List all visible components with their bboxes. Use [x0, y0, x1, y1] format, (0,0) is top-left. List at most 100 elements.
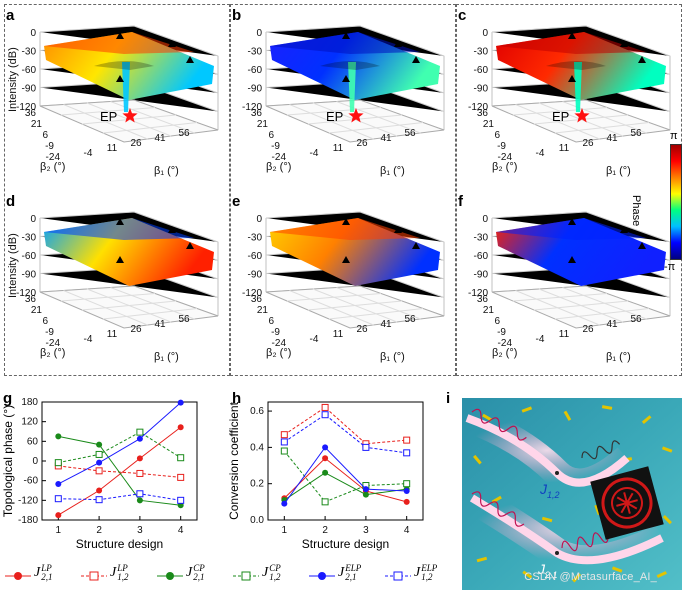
svg-text:11: 11	[333, 329, 344, 340]
svg-text:-4: -4	[536, 334, 545, 345]
beta2-label: β₂ (°)	[40, 161, 65, 173]
data-point	[362, 491, 369, 498]
triangle-marker	[568, 218, 576, 225]
panel-letter-i: i	[446, 390, 451, 407]
svg-text:41: 41	[154, 319, 166, 330]
svg-text:26: 26	[356, 138, 368, 149]
y-tick-label: -60	[24, 476, 39, 487]
frame-col1	[4, 4, 230, 376]
svg-text:-30: -30	[474, 233, 489, 244]
intensity-label: Intensity (dB)	[7, 233, 19, 298]
series-line	[58, 435, 181, 506]
triangle-marker	[394, 226, 402, 233]
beta1-label: β₁ (°)	[154, 351, 179, 363]
svg-text:-24: -24	[498, 338, 513, 349]
panel-letter-e: e	[232, 193, 240, 210]
university-emblem	[590, 466, 664, 540]
waveguide-illustration: J1,2 J2,1	[462, 398, 682, 590]
svg-text:-30: -30	[248, 47, 263, 58]
svg-text:36: 36	[251, 294, 263, 305]
x-tick-label: 1	[56, 525, 62, 536]
svg-text:11: 11	[107, 329, 118, 340]
svg-text:-30: -30	[474, 47, 489, 58]
colorbar-top-label: π	[670, 130, 678, 142]
svg-text:36: 36	[25, 294, 37, 305]
series-line	[283, 450, 407, 503]
svg-text:6: 6	[494, 130, 500, 141]
y-axis-label: Topological phase (°)	[1, 405, 15, 517]
triangle-marker	[620, 40, 628, 47]
colorbar-gradient	[670, 144, 682, 260]
svg-text:21: 21	[483, 305, 495, 316]
triangle-marker	[116, 75, 124, 82]
svg-text:0: 0	[482, 214, 488, 225]
svg-text:0: 0	[256, 28, 262, 39]
data-point	[55, 480, 62, 487]
panel-letter-d: d	[6, 193, 15, 210]
svg-text:-90: -90	[474, 84, 489, 95]
svg-text:21: 21	[257, 119, 269, 130]
beta1-label: β₁ (°)	[606, 351, 631, 363]
triangle-marker	[638, 242, 646, 249]
svg-text:6: 6	[268, 316, 274, 327]
triangle-marker	[186, 242, 194, 249]
data-point	[321, 403, 329, 411]
beta2-label: β₂ (°)	[492, 161, 517, 173]
triangle-marker	[342, 75, 350, 82]
svg-text:-120: -120	[242, 102, 262, 113]
triangle-marker	[342, 218, 350, 225]
legend-label: J LP 2,1	[34, 563, 53, 582]
svg-text:-120: -120	[468, 102, 488, 113]
triangle-marker	[568, 75, 576, 82]
svg-text:21: 21	[31, 119, 43, 130]
svg-text:-120: -120	[16, 288, 36, 299]
y-tick-label: 0.0	[250, 515, 264, 526]
svg-text:36: 36	[251, 108, 263, 119]
legend-item: J LP 1,2	[80, 564, 156, 588]
data-point	[54, 459, 62, 467]
svg-text:-60: -60	[248, 65, 263, 76]
series-line	[283, 457, 407, 503]
svg-text:0: 0	[482, 28, 488, 39]
label-j21: J2,1	[537, 561, 558, 580]
svg-text:56: 56	[630, 128, 642, 139]
triangle-marker	[116, 256, 124, 263]
data-point	[322, 455, 329, 462]
data-point	[136, 469, 144, 477]
svg-text:-120: -120	[242, 288, 262, 299]
chart-topological-phase: 180 120 60 0 -60 -120 -180 1 2 3 4 Structure design…	[1, 397, 198, 551]
svg-text:0: 0	[30, 28, 36, 39]
triangle-marker	[568, 256, 576, 263]
panel-letter-g: g	[3, 390, 13, 407]
watermark: CSDN @Metasurface_AI_	[524, 571, 657, 583]
colorbar-bottom-label: -π	[664, 261, 676, 273]
panel-letter-b: b	[232, 7, 241, 24]
data-point	[136, 435, 143, 442]
svg-text:6: 6	[42, 316, 48, 327]
legend-label: J LP 1,2	[110, 563, 129, 582]
data-point	[136, 455, 143, 462]
svg-text:-90: -90	[248, 270, 263, 281]
series-line	[58, 431, 181, 464]
svg-text:-120: -120	[468, 288, 488, 299]
legend-item: J LP 2,1	[4, 564, 80, 588]
svg-text:11: 11	[107, 143, 118, 154]
data-point	[321, 411, 329, 419]
ep-star	[348, 108, 364, 123]
series-line	[58, 402, 182, 485]
svg-text:6: 6	[42, 130, 48, 141]
svg-text:41: 41	[154, 133, 166, 144]
panel-letter-f: f	[458, 193, 464, 210]
svg-text:-60: -60	[248, 251, 263, 262]
series-line	[284, 472, 407, 501]
legend-item: J CP 1,2	[232, 564, 308, 588]
data-point	[280, 431, 288, 439]
svg-text:0: 0	[256, 214, 262, 225]
svg-text:21: 21	[31, 305, 43, 316]
legend-label: J ELP 2,1	[338, 563, 362, 582]
svg-text:6: 6	[268, 130, 274, 141]
svg-text:36: 36	[477, 108, 489, 119]
